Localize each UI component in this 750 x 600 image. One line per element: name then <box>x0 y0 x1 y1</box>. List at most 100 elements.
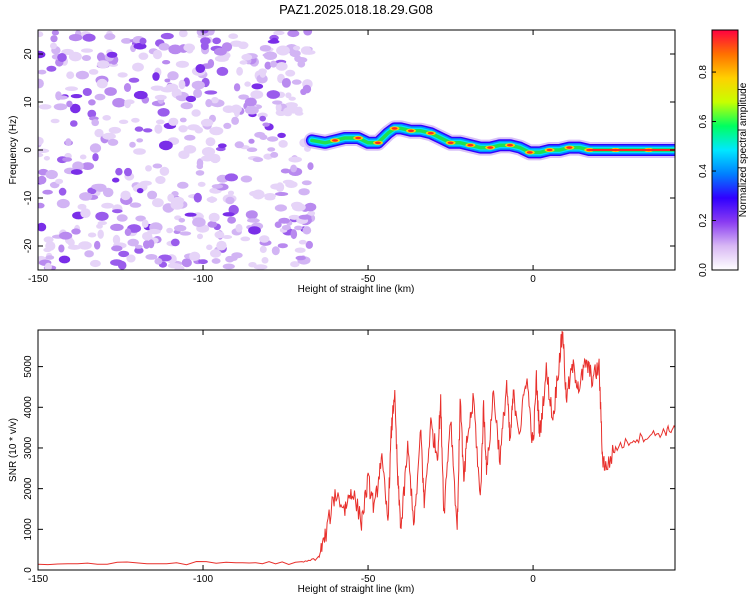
noise-blob <box>101 202 114 209</box>
noise-blob <box>262 122 270 127</box>
noise-blob <box>68 34 83 42</box>
noise-blob <box>214 231 225 239</box>
noise-blob <box>152 49 163 60</box>
noise-blob <box>307 162 314 171</box>
noise-blob <box>79 192 93 201</box>
noise-blob <box>152 72 160 81</box>
noise-blob <box>274 221 282 228</box>
noise-blob <box>264 193 276 199</box>
noise-blob <box>168 117 179 126</box>
noise-blob <box>154 258 163 265</box>
noise-blob <box>71 228 81 235</box>
noise-blob <box>253 264 268 270</box>
noise-blob <box>151 85 161 91</box>
noise-blob <box>231 116 240 125</box>
noise-blob <box>179 117 187 123</box>
noise-blob <box>200 37 211 45</box>
y-tick-label: -10 <box>23 190 34 205</box>
noise-blob <box>240 175 253 183</box>
noise-blob <box>278 217 291 224</box>
noise-blob <box>267 147 276 152</box>
x-tick-label: -150 <box>28 274 48 285</box>
noise-blob <box>53 103 68 111</box>
noise-blob <box>72 161 84 171</box>
noise-blob <box>241 53 253 61</box>
noise-blob <box>278 140 288 148</box>
noise-blob <box>263 51 278 60</box>
noise-blob <box>245 210 258 220</box>
noise-blob <box>239 60 248 65</box>
x-tick-label: 0 <box>530 274 536 285</box>
noise-blob <box>134 244 143 249</box>
noise-blob <box>214 47 227 56</box>
x-axis-ticks-bottom: -150 -100 -50 0 <box>28 330 536 585</box>
noise-blob <box>55 95 68 100</box>
noise-blob <box>181 258 192 268</box>
noise-blob <box>62 157 73 162</box>
noise-blob <box>120 190 131 201</box>
signal-hotspot <box>375 141 381 145</box>
noise-blob <box>50 118 60 124</box>
noise-blob <box>247 218 260 223</box>
noise-blob <box>259 45 272 52</box>
noise-blob <box>280 168 291 174</box>
noise-blob <box>231 252 243 259</box>
noise-blob <box>225 196 235 205</box>
noise-blob <box>38 175 47 185</box>
noise-blob <box>123 83 132 92</box>
noise-blob <box>240 236 251 242</box>
signal-hotspot <box>355 136 362 140</box>
x-tick-label: 0 <box>530 574 536 585</box>
noise-blob <box>94 240 101 250</box>
noise-blob <box>200 118 214 127</box>
noise-blob <box>66 100 73 108</box>
y-tick-label: 4000 <box>23 396 34 419</box>
noise-blob <box>106 51 118 58</box>
noise-blob <box>51 30 60 36</box>
noise-blob <box>38 136 44 146</box>
noise-blob <box>250 90 264 99</box>
noise-region <box>38 30 317 270</box>
noise-blob <box>266 90 280 99</box>
noise-blob <box>179 231 192 236</box>
x-tick-label: -100 <box>193 574 213 585</box>
noise-blob <box>42 189 53 195</box>
noise-blob <box>189 251 201 261</box>
noise-blob <box>288 96 296 101</box>
noise-blob <box>167 193 175 202</box>
noise-blob <box>287 30 300 38</box>
y-tick-label: 2000 <box>23 477 34 500</box>
noise-blob <box>112 209 123 214</box>
noise-blob <box>43 247 52 253</box>
y-tick-label: 1000 <box>23 518 34 541</box>
noise-blob <box>92 153 99 162</box>
noise-blob <box>183 43 195 52</box>
noise-blob <box>70 120 78 127</box>
noise-blob <box>178 30 188 38</box>
noise-blob <box>58 255 71 264</box>
noise-blob <box>295 255 306 261</box>
noise-blob <box>133 148 146 155</box>
noise-blob <box>91 119 99 127</box>
noise-blob <box>138 52 149 60</box>
noise-blob <box>212 37 222 45</box>
y-tick-label: 0 <box>23 147 34 153</box>
noise-blob <box>170 200 184 210</box>
noise-blob <box>131 117 140 123</box>
y-axis-ticks-top: -20 -10 0 10 20 <box>23 48 675 253</box>
noise-blob <box>45 169 58 180</box>
noise-blob <box>271 37 278 43</box>
noise-blob <box>191 80 205 90</box>
noise-blob <box>67 244 81 250</box>
x-tick-label: -50 <box>361 274 376 285</box>
signal-hotspot <box>566 146 573 149</box>
noise-blob <box>193 192 202 203</box>
noise-blob <box>185 95 197 103</box>
x-tick-label: -50 <box>361 574 376 585</box>
noise-blob <box>104 87 117 96</box>
noise-blob <box>275 192 289 196</box>
noise-blob <box>195 64 206 73</box>
noise-blob <box>293 45 301 51</box>
noise-blob <box>94 128 104 138</box>
noise-blob <box>300 46 312 55</box>
